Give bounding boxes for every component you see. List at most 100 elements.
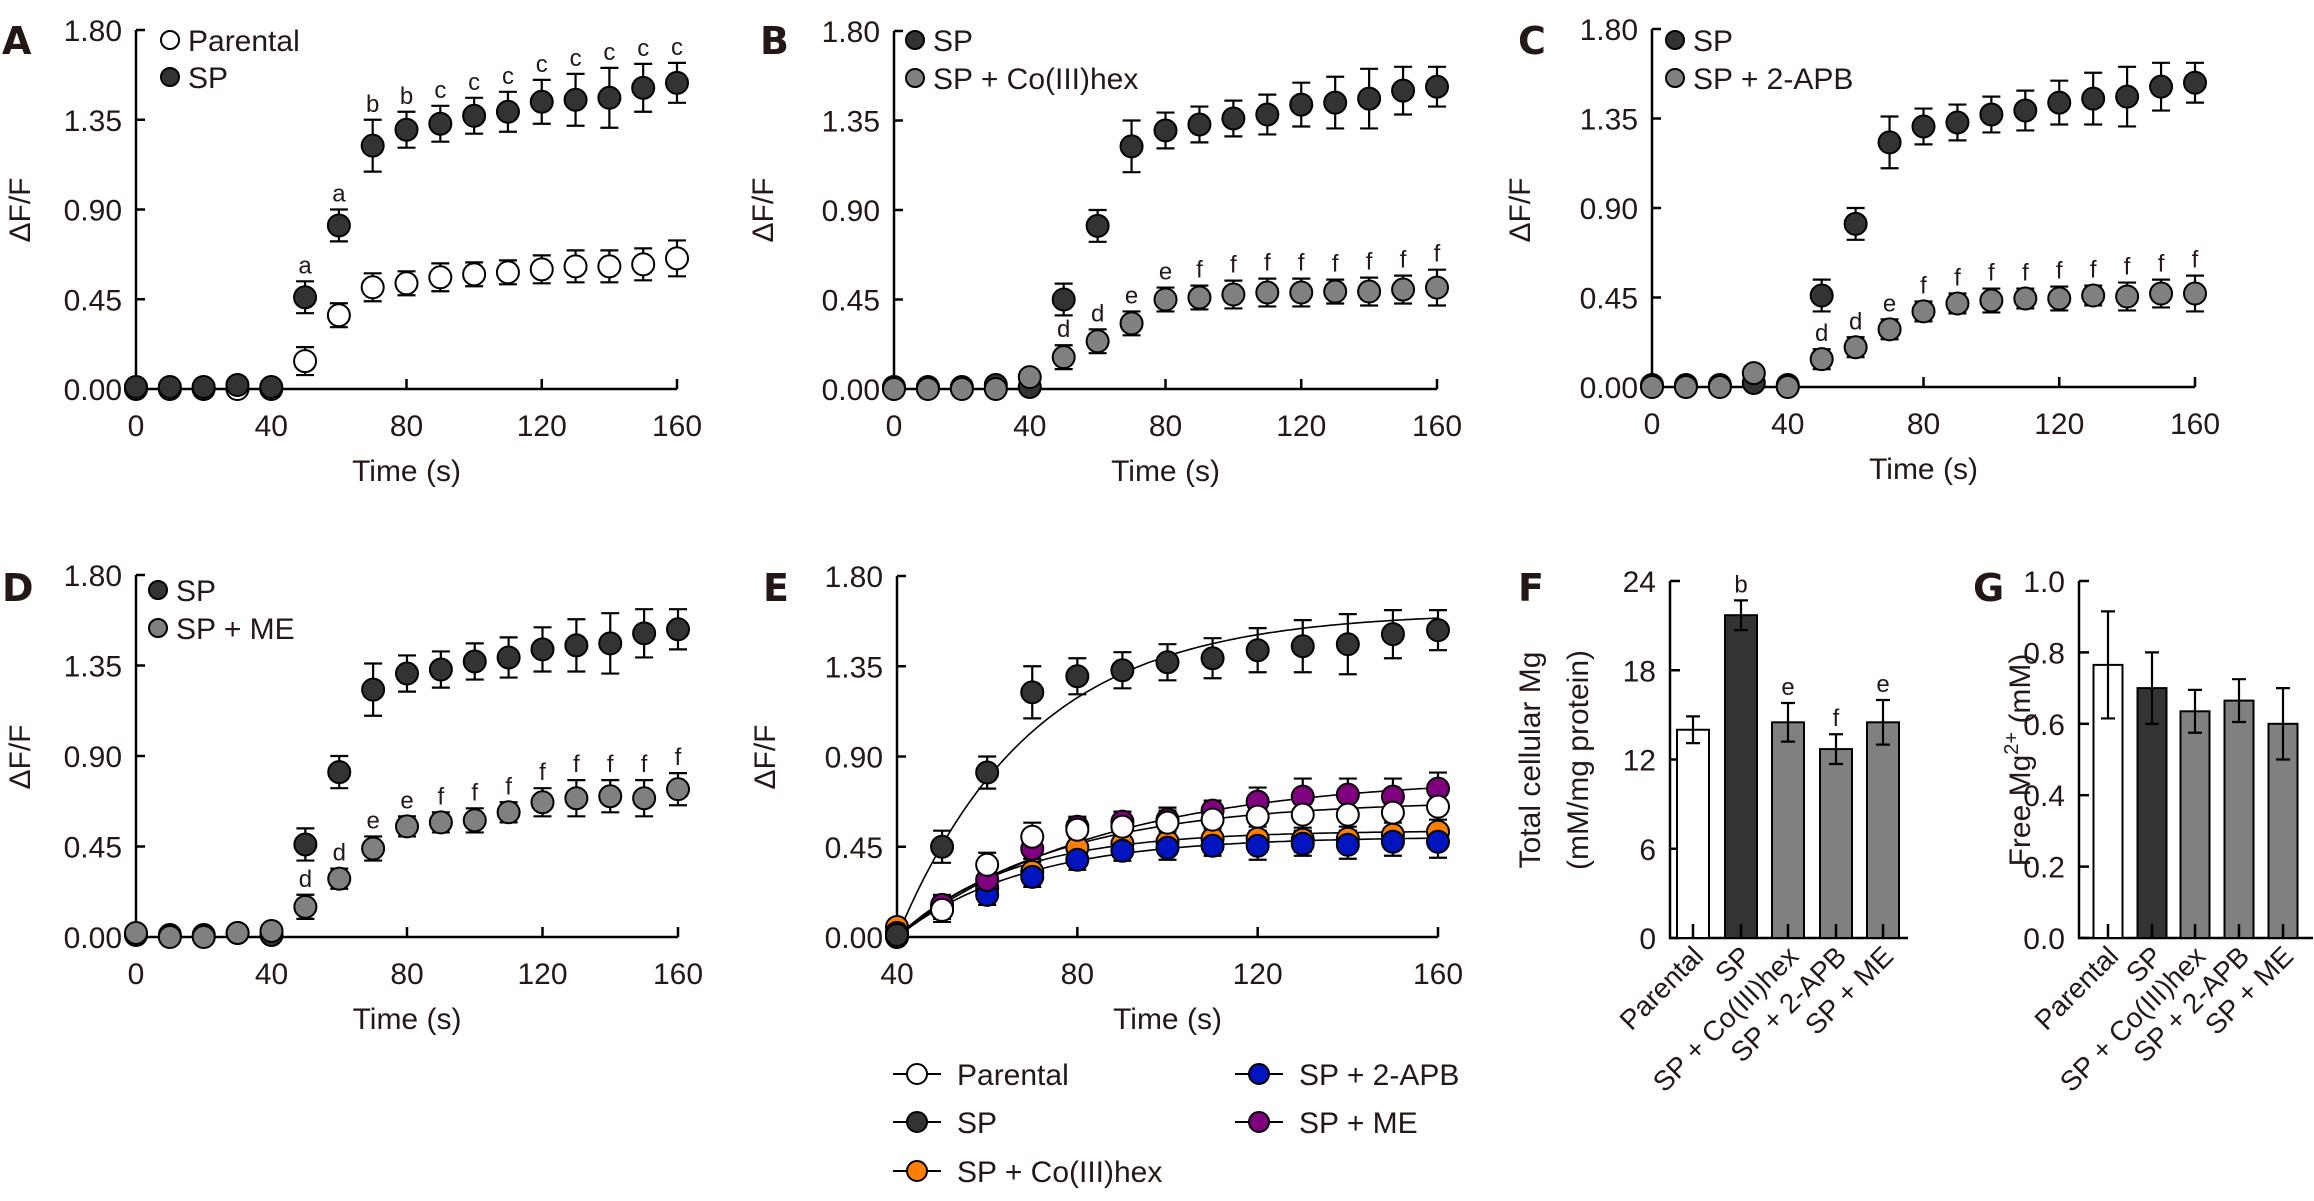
y-tick-label: 0.45 — [1580, 283, 1638, 316]
data-point — [1020, 824, 1045, 849]
data-point — [666, 617, 690, 642]
y-axis-title: Free Mg2+ (mM) — [2001, 654, 2037, 867]
x-tick-label: 160 — [1412, 410, 1462, 443]
data-point — [191, 375, 216, 400]
data-point — [1425, 275, 1449, 300]
data-point — [1335, 782, 1360, 807]
data-point — [462, 103, 487, 128]
y-axis-title: ΔF/F — [749, 724, 782, 789]
data-point — [975, 852, 1000, 877]
error-bar — [2276, 687, 2290, 761]
data-point — [293, 349, 318, 374]
significance-letter: f — [1434, 241, 1441, 268]
legend-label: SP + ME — [1299, 1107, 1418, 1140]
data-point — [1911, 114, 1936, 139]
y-axis-title-main: Free Mg — [2004, 755, 2037, 867]
legend-label: SP + Co(III)hex — [933, 63, 1138, 96]
panel-letter: C — [1518, 19, 1546, 63]
bar — [1819, 748, 1853, 940]
legend-label: SP + Co(III)hex — [957, 1156, 1162, 1189]
x-tick-label: 40 — [255, 958, 288, 991]
data-point — [361, 836, 386, 861]
data-point — [666, 777, 690, 802]
data-point — [930, 897, 955, 922]
data-point — [1065, 817, 1090, 842]
x-tick-label: 40 — [1771, 408, 1804, 441]
data-point — [530, 790, 555, 815]
data-point — [327, 866, 352, 891]
significance-letter: c — [468, 69, 480, 96]
data-point — [428, 657, 453, 682]
significance-letter: f — [2056, 258, 2063, 285]
y-tick-label: 0 — [1639, 923, 1656, 956]
x-tick-label: 0 — [886, 410, 903, 443]
data-point — [1051, 287, 1076, 312]
data-point — [1945, 291, 1970, 316]
data-point — [1255, 280, 1280, 305]
significance-letter: d — [1849, 308, 1862, 335]
data-point — [1426, 794, 1450, 819]
significance-letter: f — [641, 751, 648, 778]
bar — [1771, 721, 1805, 939]
data-point — [495, 260, 520, 285]
data-point — [1245, 804, 1270, 829]
significance-letter: f — [1332, 251, 1339, 278]
legend-label: Parental — [957, 1059, 1069, 1092]
legend-label: SP + 2-APB — [1299, 1059, 1459, 1092]
legend-item: SP + Co(III)hex — [905, 63, 1138, 96]
data-point — [1335, 832, 1360, 857]
data-point — [632, 786, 657, 811]
y-tick-label: 0.00 — [64, 922, 122, 955]
y-tick-label: 12 — [1623, 745, 1656, 778]
significance-letter: a — [298, 252, 312, 279]
significance-letter: f — [2090, 257, 2097, 284]
data-point — [2081, 283, 2106, 308]
x-tick-label: 120 — [517, 958, 567, 991]
y-tick-label: 0.90 — [64, 195, 122, 228]
y-tick-label: 0.90 — [64, 741, 122, 774]
x-tick-label: 80 — [1907, 408, 1940, 441]
panel-letter: G — [1973, 566, 2004, 610]
x-tick-label: 120 — [2034, 408, 2084, 441]
y-tick-label: 0.90 — [1580, 193, 1638, 226]
data-point — [225, 920, 250, 945]
data-point — [1741, 361, 1766, 386]
data-point — [1245, 833, 1270, 858]
legend-item: SP — [1665, 25, 1733, 58]
data-point — [632, 621, 657, 646]
data-point — [1200, 807, 1225, 832]
x-tick-label: 40 — [255, 410, 288, 443]
panel-a: A 0.00 0.45 0.90 1.35 1.80 0 40 80 120 160 Time (s)… — [2, 15, 702, 488]
significance-letter: e — [1159, 259, 1172, 286]
legend-label: SP + ME — [176, 613, 295, 646]
bar — [2179, 710, 2211, 939]
data-point — [1289, 92, 1314, 117]
data-point — [259, 918, 284, 943]
y-tick-label: 0.0 — [2023, 923, 2065, 956]
data-point — [597, 85, 622, 110]
legend-item: SP + Co(III)hex — [893, 1156, 1162, 1189]
error-bar — [2145, 651, 2159, 725]
significance-letter: d — [1091, 300, 1104, 327]
y-tick-label: 1.80 — [822, 16, 880, 49]
data-point — [530, 637, 555, 662]
legend-item: SP — [148, 575, 216, 608]
data-point — [2183, 70, 2207, 95]
y-tick-label: 1.35 — [822, 106, 880, 139]
y-axis-title-sup: 2+ — [2001, 732, 2023, 755]
significance-letter: c — [603, 39, 615, 66]
data-point — [1425, 74, 1449, 99]
data-point — [1020, 680, 1045, 705]
legend-item: Parental — [160, 25, 300, 58]
bar — [1866, 721, 1900, 939]
y-tick-label: 0.90 — [822, 195, 880, 228]
bar — [2136, 687, 2168, 939]
y-axis-title: Total cellular Mg — [1514, 652, 1547, 869]
data-point — [1380, 622, 1405, 647]
y-tick-label: 1.80 — [825, 561, 883, 594]
data-point — [915, 377, 940, 401]
data-point — [394, 271, 419, 296]
significance-letter: f — [1230, 252, 1237, 279]
y-tick-label: 0.8 — [2023, 637, 2065, 670]
x-tick-label: 40 — [1013, 410, 1046, 443]
